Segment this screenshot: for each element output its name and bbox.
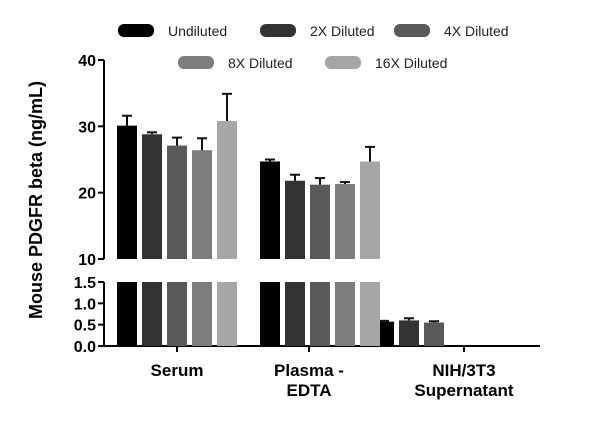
- bar: [285, 180, 305, 259]
- bar: [192, 282, 212, 346]
- bar: [217, 282, 237, 346]
- bar: [424, 322, 444, 346]
- bar: [310, 282, 330, 346]
- y-tick-label: 1.0: [74, 296, 96, 313]
- bar: [360, 282, 380, 346]
- bar: [167, 282, 187, 346]
- bar: [142, 134, 162, 259]
- bar: [192, 150, 212, 259]
- bar: [167, 145, 187, 259]
- legend-swatch: [394, 24, 430, 37]
- y-axis-label: Mouse PDGFR beta (ng/mL): [26, 81, 46, 319]
- y-tick-label: 20: [78, 186, 96, 203]
- y-tick-label: 30: [78, 119, 96, 136]
- y-tick-label: 1.5: [74, 275, 96, 292]
- legend-label: 4X Diluted: [444, 23, 509, 39]
- legend-label: 8X Diluted: [228, 55, 293, 71]
- x-tick-label-line: EDTA: [286, 381, 331, 400]
- legend-swatch: [178, 56, 214, 69]
- x-tick-label-line: Serum: [151, 361, 204, 380]
- bar: [260, 282, 280, 346]
- bar: [285, 282, 305, 346]
- legend-swatch: [325, 56, 361, 69]
- x-tick-label: Plasma -EDTA: [274, 361, 344, 400]
- legend-swatch: [118, 24, 154, 37]
- y-tick-label: 40: [78, 53, 96, 70]
- y-tick-label: 10: [78, 252, 96, 269]
- bar: [399, 320, 419, 346]
- legend-label: 16X Diluted: [375, 55, 447, 71]
- x-tick-labels: Serum Plasma -EDTA NIH/3T3 Supernatant: [151, 361, 514, 400]
- bar: [217, 121, 237, 259]
- bar: [117, 125, 137, 259]
- y-tick-label: 0.5: [74, 318, 96, 335]
- legend-swatch: [260, 24, 296, 37]
- x-tick-label-line: Plasma -: [274, 361, 344, 380]
- bar: [260, 161, 280, 259]
- bar: [310, 184, 330, 259]
- y-tick-label: 0.0: [74, 339, 96, 356]
- bar: [142, 282, 162, 346]
- x-tick-label: NIH/3T3 Supernatant: [414, 361, 514, 400]
- bar: [335, 282, 355, 346]
- x-tick-label-line: NIH/3T3: [432, 361, 495, 380]
- legend-label: 2X Diluted: [310, 23, 375, 39]
- bars: [117, 92, 444, 346]
- legend-label: Undiluted: [168, 23, 227, 39]
- bar: [360, 161, 380, 259]
- x-tick-label-line: Supernatant: [414, 381, 514, 400]
- bar: [117, 282, 137, 346]
- bar: [335, 184, 355, 259]
- legend: Undiluted 2X Diluted 4X Diluted 8X Diluted 1…: [118, 23, 509, 71]
- x-tick-label: Serum: [151, 361, 204, 380]
